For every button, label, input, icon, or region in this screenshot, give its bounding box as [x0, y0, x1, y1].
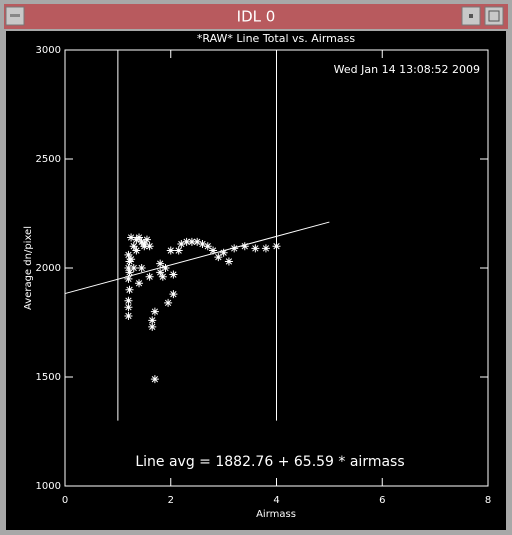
fit-line [64, 221, 330, 295]
point [219, 248, 228, 257]
x-tick-label: 2 [168, 495, 174, 506]
point [140, 242, 149, 251]
point [261, 244, 270, 253]
point [125, 285, 134, 294]
point [124, 296, 133, 305]
point [169, 290, 178, 299]
point [137, 264, 146, 272]
point [166, 246, 175, 255]
point [272, 242, 281, 251]
point [135, 279, 144, 288]
point [145, 242, 154, 251]
maximize-button[interactable] [484, 6, 504, 26]
point [127, 255, 136, 264]
x-tick-label: 6 [379, 495, 385, 506]
title-bar [4, 4, 508, 29]
y-axis-label: Average dn/pixel [23, 226, 34, 310]
point [150, 375, 159, 384]
point [135, 233, 144, 242]
point [224, 257, 233, 266]
x-tick-label: 8 [485, 495, 491, 506]
point [198, 240, 207, 249]
timestamp: Wed Jan 14 13:08:52 2009 [334, 63, 480, 76]
point [124, 311, 133, 320]
point [142, 235, 151, 244]
x-axis-label: Airmass [256, 509, 296, 520]
point [124, 274, 133, 283]
annotation: Line avg = 1882.76 + 65.59 * airmass [135, 454, 404, 470]
point [127, 233, 136, 242]
point [187, 237, 196, 246]
point [148, 322, 157, 331]
point [174, 246, 183, 255]
point [129, 242, 138, 251]
point [132, 246, 141, 255]
point [150, 307, 159, 316]
point [240, 242, 249, 251]
point [164, 298, 173, 307]
point [125, 268, 134, 277]
point [177, 240, 186, 249]
y-tick-label: 2000 [36, 263, 61, 274]
point [214, 253, 223, 262]
point [230, 244, 239, 253]
point [161, 264, 170, 272]
minimize-icon [469, 14, 473, 18]
point [156, 259, 165, 268]
point [145, 272, 154, 281]
point [148, 316, 157, 325]
x-tick-label: 0 [62, 495, 68, 506]
x-tick-label: 4 [273, 495, 279, 506]
window-title: IDL 0 [237, 8, 276, 26]
menu-icon [10, 14, 20, 17]
plot-canvas [6, 31, 506, 530]
point [203, 242, 212, 251]
maximize-icon [488, 10, 500, 22]
y-tick-label: 1500 [36, 372, 61, 383]
y-tick-label: 2500 [36, 154, 61, 165]
point [124, 303, 133, 312]
chart-title: *RAW* Line Total vs. Airmass [197, 32, 355, 45]
y-tick-label: 3000 [36, 45, 61, 56]
point [129, 264, 138, 272]
point [193, 237, 202, 246]
point [124, 250, 133, 259]
point [182, 237, 191, 246]
point [209, 246, 218, 255]
y-tick-label: 1000 [36, 481, 61, 492]
point [156, 268, 165, 277]
point [124, 264, 133, 272]
point [169, 270, 178, 279]
point [251, 244, 260, 253]
point [158, 272, 167, 281]
